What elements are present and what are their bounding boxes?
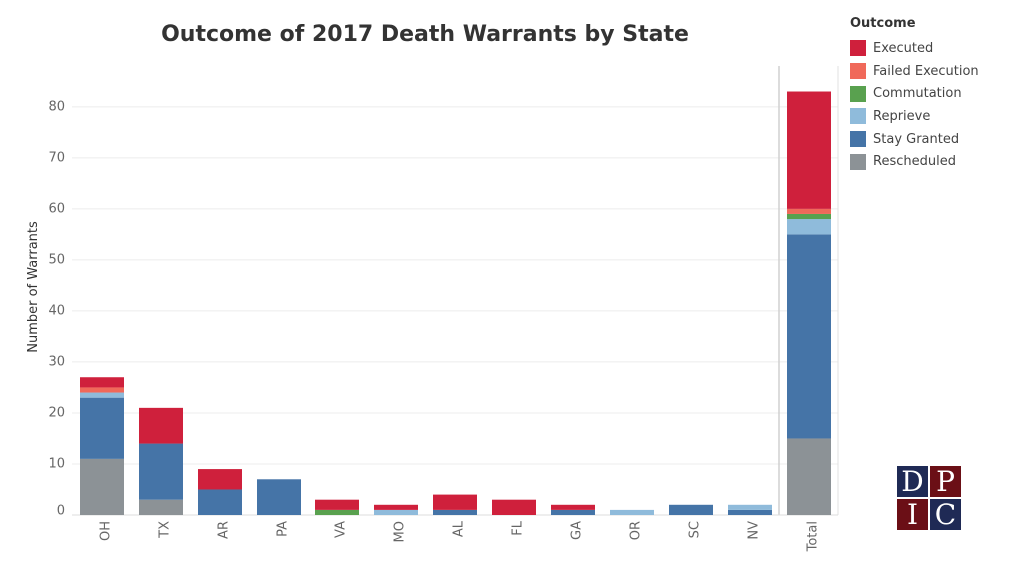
legend-swatch bbox=[850, 63, 866, 80]
bar-segment bbox=[787, 438, 831, 515]
bar-segment bbox=[139, 407, 183, 444]
legend-swatch bbox=[850, 153, 866, 170]
bar-segment bbox=[551, 504, 595, 510]
legend-label: Executed bbox=[873, 40, 934, 56]
y-tick-label: 60 bbox=[48, 201, 65, 216]
legend-swatch bbox=[850, 40, 866, 57]
y-tick-label: 10 bbox=[48, 456, 65, 471]
logo-letter-p: P bbox=[930, 466, 961, 497]
bar-segment bbox=[257, 479, 301, 515]
chart-title: Outcome of 2017 Death Warrants by State bbox=[161, 22, 689, 47]
bar-segment bbox=[80, 387, 124, 393]
axes bbox=[72, 66, 839, 516]
x-tick-label: AR bbox=[217, 521, 232, 539]
y-tick-label: 30 bbox=[48, 354, 65, 369]
legend-item[interactable]: Stay Granted bbox=[850, 128, 979, 151]
x-tick-label: NV bbox=[747, 521, 762, 540]
legend-label: Stay Granted bbox=[873, 131, 960, 147]
logo-letter-c: C bbox=[930, 499, 961, 530]
legend: Outcome Executed Failed Execution Commutat… bbox=[850, 16, 979, 173]
bar-segment bbox=[433, 509, 477, 515]
y-tick-label: 20 bbox=[48, 405, 65, 420]
bar-segment bbox=[315, 499, 359, 510]
x-tick-label: FL bbox=[511, 520, 526, 535]
x-tick-label: OH bbox=[99, 521, 114, 541]
bar-segment bbox=[551, 509, 595, 515]
bar-segment bbox=[728, 509, 772, 515]
x-tick-label: GA bbox=[570, 521, 585, 540]
legend-item[interactable]: Rescheduled bbox=[850, 150, 979, 173]
bar-segment bbox=[492, 499, 536, 515]
bar-segment bbox=[198, 489, 242, 515]
legend-item[interactable]: Reprieve bbox=[850, 105, 979, 128]
legend-label: Failed Execution bbox=[873, 63, 979, 79]
y-axis-title: Number of Warrants bbox=[26, 221, 41, 353]
legend-item[interactable]: Executed bbox=[850, 37, 979, 60]
x-tick-label: PA bbox=[276, 521, 291, 537]
bars bbox=[80, 91, 831, 515]
logo-letter-i: I bbox=[897, 499, 928, 530]
bar-segment bbox=[374, 504, 418, 510]
legend-swatch bbox=[850, 108, 866, 125]
bar-segment bbox=[374, 509, 418, 515]
legend-label: Rescheduled bbox=[873, 154, 956, 170]
bar-segment bbox=[787, 219, 831, 235]
legend-label: Reprieve bbox=[873, 108, 931, 124]
bar-segment bbox=[787, 91, 831, 209]
bar-segment bbox=[80, 397, 124, 459]
y-tick-label: 70 bbox=[48, 150, 65, 165]
y-tick-label: 40 bbox=[48, 303, 65, 318]
x-tick-label: Total bbox=[806, 521, 821, 552]
bar-segment bbox=[315, 509, 359, 515]
y-tick-label: 0 bbox=[57, 504, 65, 519]
bar-segment bbox=[787, 213, 831, 220]
bar-segment bbox=[787, 234, 831, 439]
dpic-logo: D P I C bbox=[897, 466, 963, 532]
legend-swatch bbox=[850, 85, 866, 102]
bar-segment bbox=[80, 392, 124, 398]
legend-label: Commutation bbox=[873, 86, 962, 102]
bar-segment bbox=[610, 509, 654, 515]
legend-swatch bbox=[850, 131, 866, 148]
bar-segment bbox=[728, 504, 772, 510]
x-tick-label: SC bbox=[688, 521, 703, 538]
bar-segment bbox=[669, 504, 713, 515]
y-tick-label: 50 bbox=[48, 252, 65, 267]
bar-segment bbox=[80, 458, 124, 515]
x-tick-label: VA bbox=[334, 521, 349, 538]
x-tick-label: MO bbox=[393, 521, 408, 542]
bar-segment bbox=[139, 499, 183, 515]
y-tick-label: 80 bbox=[48, 99, 65, 114]
axis-labels: 0 10 20 30 40 50 60 70 80 OH TX AR PA VA MO AL FL GA OR SC N… bbox=[48, 99, 820, 552]
bar-segment bbox=[139, 443, 183, 500]
bar-segment bbox=[198, 469, 242, 490]
legend-item[interactable]: Failed Execution bbox=[850, 60, 979, 83]
x-tick-label: TX bbox=[158, 521, 173, 539]
gridlines bbox=[72, 106, 838, 465]
bar-segment bbox=[433, 494, 477, 510]
legend-item[interactable]: Commutation bbox=[850, 82, 979, 105]
bar-segment bbox=[787, 208, 831, 214]
x-tick-label: AL bbox=[452, 520, 467, 537]
logo-letter-d: D bbox=[897, 466, 928, 497]
x-tick-label: OR bbox=[629, 521, 644, 540]
bar-segment bbox=[80, 377, 124, 388]
legend-items: Executed Failed Execution Commutation Repri… bbox=[850, 37, 979, 173]
legend-title: Outcome bbox=[850, 16, 916, 31]
